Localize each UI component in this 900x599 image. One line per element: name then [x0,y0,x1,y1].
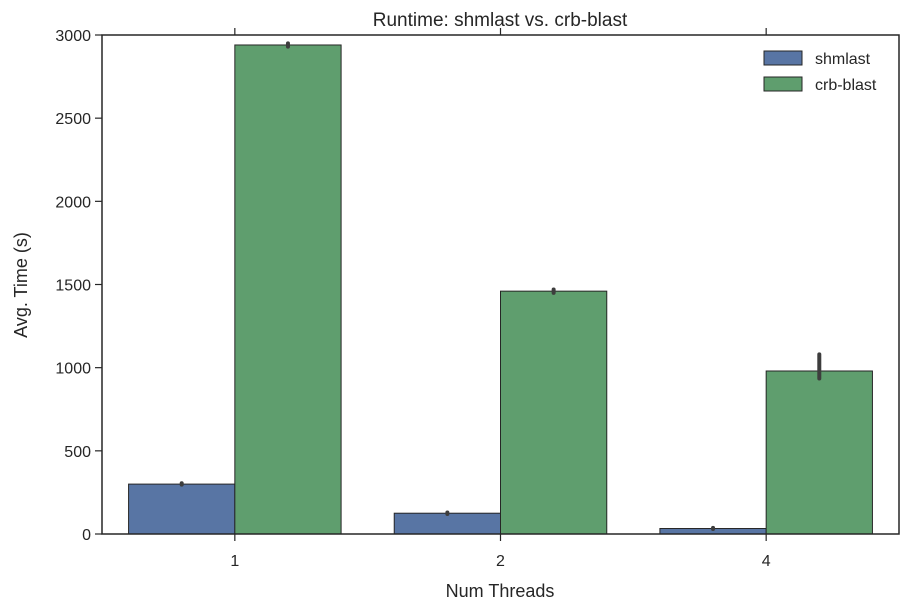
legend: shmlast crb-blast [763,50,877,94]
bar-crb-blast-1 [234,44,342,535]
y-tick-label: 1500 [55,278,91,295]
bar-shmlast-2 [393,512,502,535]
bar-shmlast-1 [128,483,236,535]
legend-swatch-crb-blast [763,76,803,92]
y-tick-label: 500 [64,444,91,461]
x-axis-label: Num Threads [446,581,555,599]
x-tick-label: 4 [762,553,771,570]
chart-title: Runtime: shmlast vs. crb-blast [373,10,628,31]
bar-crb-blast-4 [765,370,873,535]
y-tick-label: 0 [82,527,91,544]
x-axis: 1 2 4 [230,28,771,570]
y-tick-label: 2000 [55,194,91,211]
plot-frame [101,34,900,535]
legend-swatch-shmlast [763,50,803,66]
plot-area [128,41,873,535]
legend-label-crb-blast: crb-blast [815,77,877,94]
y-axis: 0 500 1000 1500 2000 2500 3000 [55,28,102,544]
y-tick-label: 2500 [55,111,91,128]
y-tick-label: 3000 [55,28,91,45]
x-tick-label: 2 [496,553,505,570]
legend-label-shmlast: shmlast [815,51,871,68]
x-tick-label: 1 [230,553,239,570]
bar-crb-blast-2 [500,290,608,535]
y-axis-label: Avg. Time (s) [11,232,31,338]
y-tick-label: 1000 [55,361,91,378]
